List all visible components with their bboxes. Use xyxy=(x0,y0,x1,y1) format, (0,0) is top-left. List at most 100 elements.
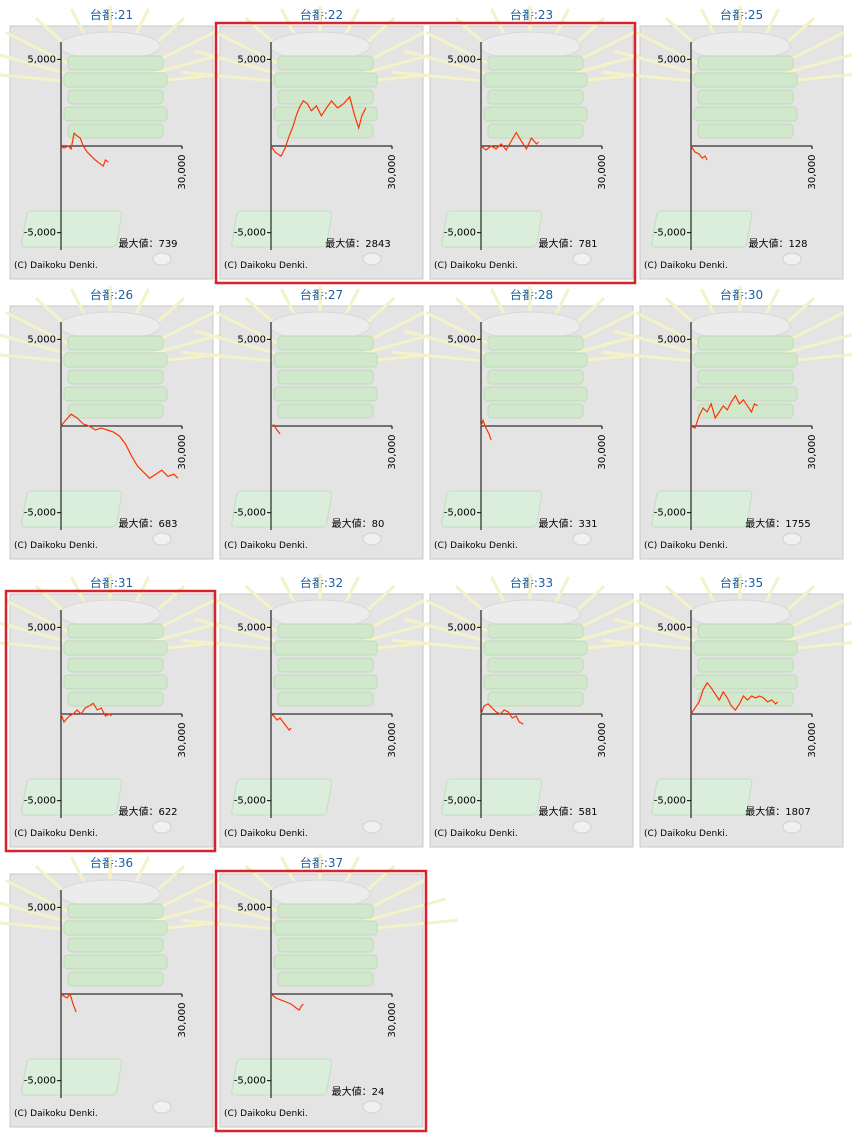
y-tick-label: -5,000 xyxy=(444,508,476,519)
decor-tier xyxy=(277,335,374,351)
decor-ray xyxy=(391,638,481,651)
decor-tray xyxy=(21,1058,123,1096)
decor-tier xyxy=(67,55,164,71)
decor-tier xyxy=(67,657,164,673)
data-line xyxy=(60,992,77,1013)
y-tick-label: -5,000 xyxy=(24,796,56,807)
decor-ray xyxy=(0,73,61,83)
decor-tier xyxy=(483,674,588,690)
decor-tier xyxy=(277,971,374,987)
decor-tier xyxy=(273,386,378,402)
y-tick-label: 5,000 xyxy=(657,54,686,65)
decor-ray xyxy=(613,49,696,75)
decor-ray xyxy=(635,311,704,348)
decor-ray xyxy=(601,638,691,651)
x-tick-label: 30,000 xyxy=(597,435,608,470)
decor-tier xyxy=(67,691,164,707)
decor-ray xyxy=(215,599,284,636)
decor-ray xyxy=(181,350,271,363)
decor-ray xyxy=(215,879,284,916)
decor-ray xyxy=(784,53,852,75)
decor-tier xyxy=(697,89,794,105)
decor-ray xyxy=(0,641,61,651)
decor-tier xyxy=(697,369,794,385)
decor-tier xyxy=(67,369,164,385)
y-tick-label: 5,000 xyxy=(237,902,266,913)
y-tick-label: -5,000 xyxy=(444,796,476,807)
decor-tier xyxy=(697,123,794,139)
decor-ray xyxy=(789,641,852,651)
chart-panel: 5,000 -5,000 30,000 (C) Daikoku Denki. xyxy=(0,854,249,1128)
decor-tier xyxy=(483,386,588,402)
decor-ray xyxy=(789,353,852,363)
decor-tier xyxy=(277,55,374,71)
decor-tier xyxy=(273,954,378,970)
x-tick-label: 30,000 xyxy=(807,155,818,190)
decor-tier xyxy=(273,352,378,368)
decor-coin xyxy=(362,820,382,834)
decor-tier xyxy=(693,386,798,402)
chart-panel: 5,000 -5,000 30,000 最大値：622 (C) Daikoku Denk… xyxy=(0,574,249,848)
y-tick-label: -5,000 xyxy=(24,508,56,519)
decor-coin xyxy=(152,532,172,546)
highlight-box xyxy=(4,589,217,853)
max-label: 最大値：128 xyxy=(748,237,807,250)
data-line xyxy=(60,702,112,724)
chart-panel: 5,000 -5,000 30,000 最大値：2843 (C) Daikoku Den… xyxy=(181,6,459,280)
y-tick-label: 5,000 xyxy=(447,54,476,65)
decor-coin xyxy=(782,252,802,266)
max-label: 最大値：1755 xyxy=(745,517,810,530)
decor-coin xyxy=(362,1100,382,1114)
decor-tier xyxy=(483,72,588,88)
max-label: 最大値：2843 xyxy=(325,237,390,250)
copyright: (C) Daikoku Denki. xyxy=(14,1109,98,1119)
decor-tier xyxy=(63,106,168,122)
decor-tier xyxy=(273,920,378,936)
x-tick-label: 30,000 xyxy=(807,435,818,470)
decor-tier xyxy=(487,123,584,139)
decor-tier xyxy=(67,903,164,919)
copyright: (C) Daikoku Denki. xyxy=(14,829,98,839)
chart-panel: 5,000 -5,000 30,000 最大値：24 (C) Daikoku Denki… xyxy=(181,854,459,1128)
decor-tray xyxy=(21,210,123,248)
chart-panel: 5,000 -5,000 30,000 最大値：128 (C) Daikoku Denk… xyxy=(601,6,852,280)
y-tick-label: 5,000 xyxy=(447,622,476,633)
decor-ray xyxy=(181,70,271,83)
decor-tier xyxy=(483,352,588,368)
decor-tray xyxy=(231,490,333,528)
y-tick-label: -5,000 xyxy=(24,1076,56,1087)
decor-tier xyxy=(693,72,798,88)
data-line xyxy=(480,418,492,441)
decor-tier xyxy=(67,89,164,105)
copyright: (C) Daikoku Denki. xyxy=(224,1109,308,1119)
decor-coin xyxy=(152,820,172,834)
decor-coin xyxy=(152,1100,172,1114)
decor-tier xyxy=(63,386,168,402)
y-tick-label: 5,000 xyxy=(27,334,56,345)
data-line xyxy=(480,131,539,152)
data-line xyxy=(270,993,304,1011)
decor-coin xyxy=(782,820,802,834)
max-label: 最大値：739 xyxy=(118,237,177,250)
decor-ray xyxy=(425,311,494,348)
chart-panel: 5,000 -5,000 30,000 最大値：739 (C) Daikoku Denk… xyxy=(0,6,249,280)
decor-tier xyxy=(693,352,798,368)
decor-tier xyxy=(487,89,584,105)
copyright: (C) Daikoku Denki. xyxy=(224,541,308,551)
y-tick-label: 5,000 xyxy=(27,902,56,913)
decor-tier xyxy=(487,335,584,351)
decor-tray xyxy=(441,490,543,528)
decor-tier xyxy=(273,72,378,88)
data-line xyxy=(60,132,109,168)
decor-tier xyxy=(63,640,168,656)
chart-panel: 5,000 -5,000 30,000 最大値：331 (C) Daikoku Denk… xyxy=(391,286,669,560)
x-tick-label: 30,000 xyxy=(177,435,188,470)
decor-tier xyxy=(697,657,794,673)
y-tick-label: -5,000 xyxy=(24,228,56,239)
decor-ray xyxy=(635,599,704,636)
x-tick-label: 30,000 xyxy=(597,155,608,190)
decor-ray xyxy=(0,901,66,923)
decor-tier xyxy=(693,674,798,690)
decor-ray xyxy=(403,329,486,355)
